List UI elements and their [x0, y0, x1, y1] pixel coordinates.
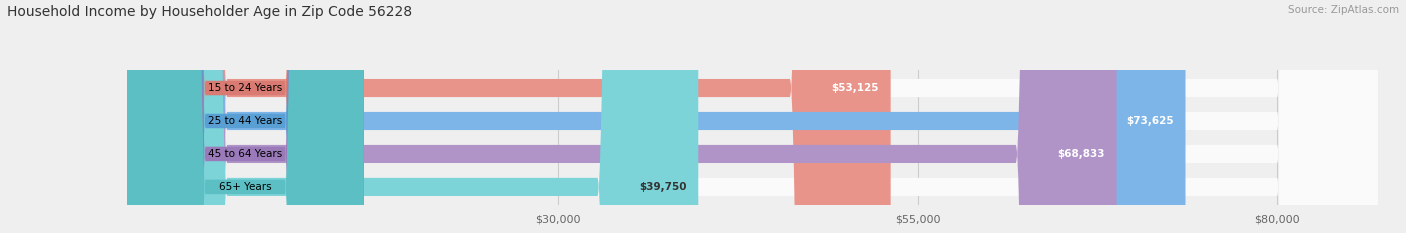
FancyBboxPatch shape	[127, 0, 1378, 233]
FancyBboxPatch shape	[127, 0, 1185, 233]
FancyBboxPatch shape	[127, 0, 890, 233]
Text: 15 to 24 Years: 15 to 24 Years	[208, 83, 283, 93]
FancyBboxPatch shape	[127, 0, 364, 233]
FancyBboxPatch shape	[127, 0, 364, 233]
Text: 65+ Years: 65+ Years	[219, 182, 271, 192]
FancyBboxPatch shape	[127, 0, 1378, 233]
FancyBboxPatch shape	[127, 0, 1116, 233]
Text: 25 to 44 Years: 25 to 44 Years	[208, 116, 283, 126]
FancyBboxPatch shape	[127, 0, 1378, 233]
Text: Household Income by Householder Age in Zip Code 56228: Household Income by Householder Age in Z…	[7, 5, 412, 19]
Text: $53,125: $53,125	[831, 83, 879, 93]
Text: Source: ZipAtlas.com: Source: ZipAtlas.com	[1288, 5, 1399, 15]
Text: $73,625: $73,625	[1126, 116, 1174, 126]
FancyBboxPatch shape	[127, 0, 364, 233]
FancyBboxPatch shape	[127, 0, 699, 233]
Text: $68,833: $68,833	[1057, 149, 1105, 159]
Text: 45 to 64 Years: 45 to 64 Years	[208, 149, 283, 159]
FancyBboxPatch shape	[127, 0, 364, 233]
Text: $39,750: $39,750	[640, 182, 686, 192]
FancyBboxPatch shape	[127, 0, 1378, 233]
